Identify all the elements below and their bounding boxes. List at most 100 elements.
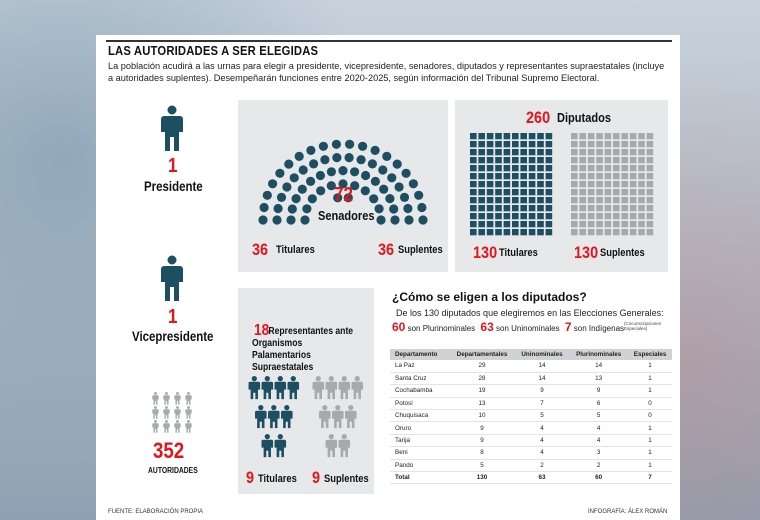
deputy-seat	[646, 197, 654, 204]
person-icon	[287, 376, 300, 400]
deputy-seat	[512, 149, 519, 156]
deputy-seat	[520, 141, 527, 148]
senate-label: Senadores	[318, 208, 375, 223]
deputy-seat	[596, 149, 603, 156]
deputy-seat	[604, 165, 612, 172]
deputy-seat	[528, 205, 536, 212]
deputy-seat	[503, 149, 511, 156]
table-cell: 9	[514, 384, 570, 398]
deputy-seat	[478, 165, 485, 172]
deputy-seat	[495, 173, 502, 180]
deputy-seat	[478, 197, 485, 204]
deputy-seat	[528, 149, 536, 156]
deputy-seat	[638, 213, 645, 220]
deputy-seat	[587, 213, 595, 220]
deputy-seat	[503, 213, 511, 220]
deputy-seat	[596, 157, 603, 164]
person-icon	[152, 406, 159, 419]
senate-seat	[370, 145, 380, 155]
senate-seat	[369, 194, 379, 204]
deputy-seat	[545, 173, 553, 180]
table-cell: Chuquisaca	[390, 409, 450, 423]
senate-seat	[282, 182, 292, 192]
deputy-seat	[571, 149, 578, 156]
senate-titulares-label: Titulares	[276, 244, 315, 256]
deputy-seat	[486, 165, 494, 172]
person-icon	[248, 376, 261, 400]
table-cell: 14	[569, 360, 629, 373]
table-header-cell: Uninominales	[514, 349, 570, 360]
deputy-seat	[520, 229, 527, 236]
deputy-seat	[478, 221, 485, 228]
senate-seat	[404, 215, 414, 225]
deputy-seat	[629, 165, 637, 172]
deputy-seat	[486, 181, 494, 188]
person-icon	[325, 434, 338, 458]
deputy-seat	[621, 189, 628, 196]
senate-seat	[394, 182, 404, 192]
senate-seat	[399, 192, 410, 202]
deputy-seat	[621, 197, 628, 204]
table-cell: 14	[514, 372, 570, 386]
senate-seat	[316, 186, 326, 196]
senate-seat	[273, 203, 283, 214]
how-subtitle: De los 130 diputados que elegiremos en l…	[396, 308, 664, 318]
deputy-seat	[545, 205, 553, 212]
table-cell: 1	[628, 434, 672, 448]
supra-titulares-label: Titulares	[258, 473, 297, 485]
deputy-seat	[545, 221, 553, 228]
deputy-seat	[520, 149, 527, 156]
deputy-seat	[613, 157, 620, 164]
senate-seat	[300, 215, 310, 225]
senate-seat	[291, 194, 301, 204]
person-icon	[174, 392, 181, 405]
senate-seat	[403, 203, 413, 214]
senate-seat	[401, 168, 411, 178]
pluri-count: 60	[392, 320, 406, 334]
deputy-seat	[596, 197, 603, 204]
deputy-seat	[613, 213, 620, 220]
deputy-seat	[486, 205, 494, 212]
senate-seat	[332, 153, 342, 163]
deputy-seat	[503, 221, 511, 228]
deputy-seat	[613, 197, 620, 204]
deputy-seat	[486, 133, 494, 140]
credit-note: INFOGRAFÍA: ÁLEX ROMÁN	[588, 509, 668, 515]
deputy-seat	[587, 197, 595, 204]
table-row: Chuquisaca 10 5 5 0	[390, 409, 672, 423]
deputy-seat	[621, 157, 628, 164]
senate-seat	[350, 167, 360, 177]
deputy-seat	[638, 133, 645, 140]
deputy-seat	[528, 181, 536, 188]
deputy-seat	[579, 181, 586, 188]
senate-seat	[392, 159, 402, 169]
vicepresident-count: 1	[168, 306, 178, 328]
deputy-seat	[579, 157, 586, 164]
deputy-seat	[478, 189, 485, 196]
deputy-seat	[638, 221, 645, 228]
deputy-seat	[596, 133, 603, 140]
ind-count: 7	[564, 320, 572, 334]
deputy-seat	[520, 221, 527, 228]
deputy-seat	[646, 173, 654, 180]
table-header-cell: Plurinominales	[569, 349, 629, 360]
deputy-seat	[579, 205, 586, 212]
table-cell: 9	[569, 384, 629, 398]
deputy-seat	[596, 173, 603, 180]
deputy-seat	[512, 213, 519, 220]
deputy-seat	[646, 181, 654, 188]
deputy-seat	[478, 157, 485, 164]
table-cell: 7	[628, 471, 672, 485]
deputy-seat	[629, 157, 637, 164]
senate-seat	[338, 179, 348, 189]
deputies-titulares-label: Titulares	[499, 247, 538, 259]
deputy-seat	[495, 229, 502, 236]
ind-note: (Circunscripciones Especiales)	[624, 321, 662, 331]
person-icon	[281, 405, 293, 429]
deputy-seat	[579, 221, 586, 228]
deputy-seat	[613, 221, 620, 228]
deputy-seat	[629, 229, 637, 236]
deputy-seat	[470, 197, 477, 204]
deputy-seat	[596, 181, 603, 188]
deputy-seat	[596, 221, 603, 228]
